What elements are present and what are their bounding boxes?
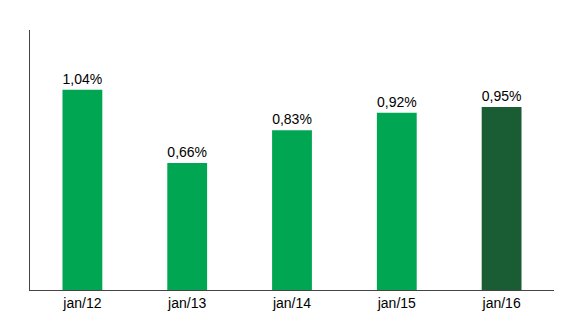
svg-text:jan/16: jan/16 (482, 295, 521, 311)
svg-text:jan/14: jan/14 (272, 295, 311, 311)
svg-text:jan/12: jan/12 (62, 295, 101, 311)
svg-text:0,95%: 0,95% (482, 88, 522, 104)
svg-text:jan/13: jan/13 (167, 295, 206, 311)
svg-text:1,04%: 1,04% (63, 71, 103, 87)
svg-text:0,92%: 0,92% (377, 94, 417, 110)
svg-text:0,83%: 0,83% (272, 111, 312, 127)
svg-text:jan/15: jan/15 (377, 295, 416, 311)
svg-text:0,66%: 0,66% (167, 144, 207, 160)
